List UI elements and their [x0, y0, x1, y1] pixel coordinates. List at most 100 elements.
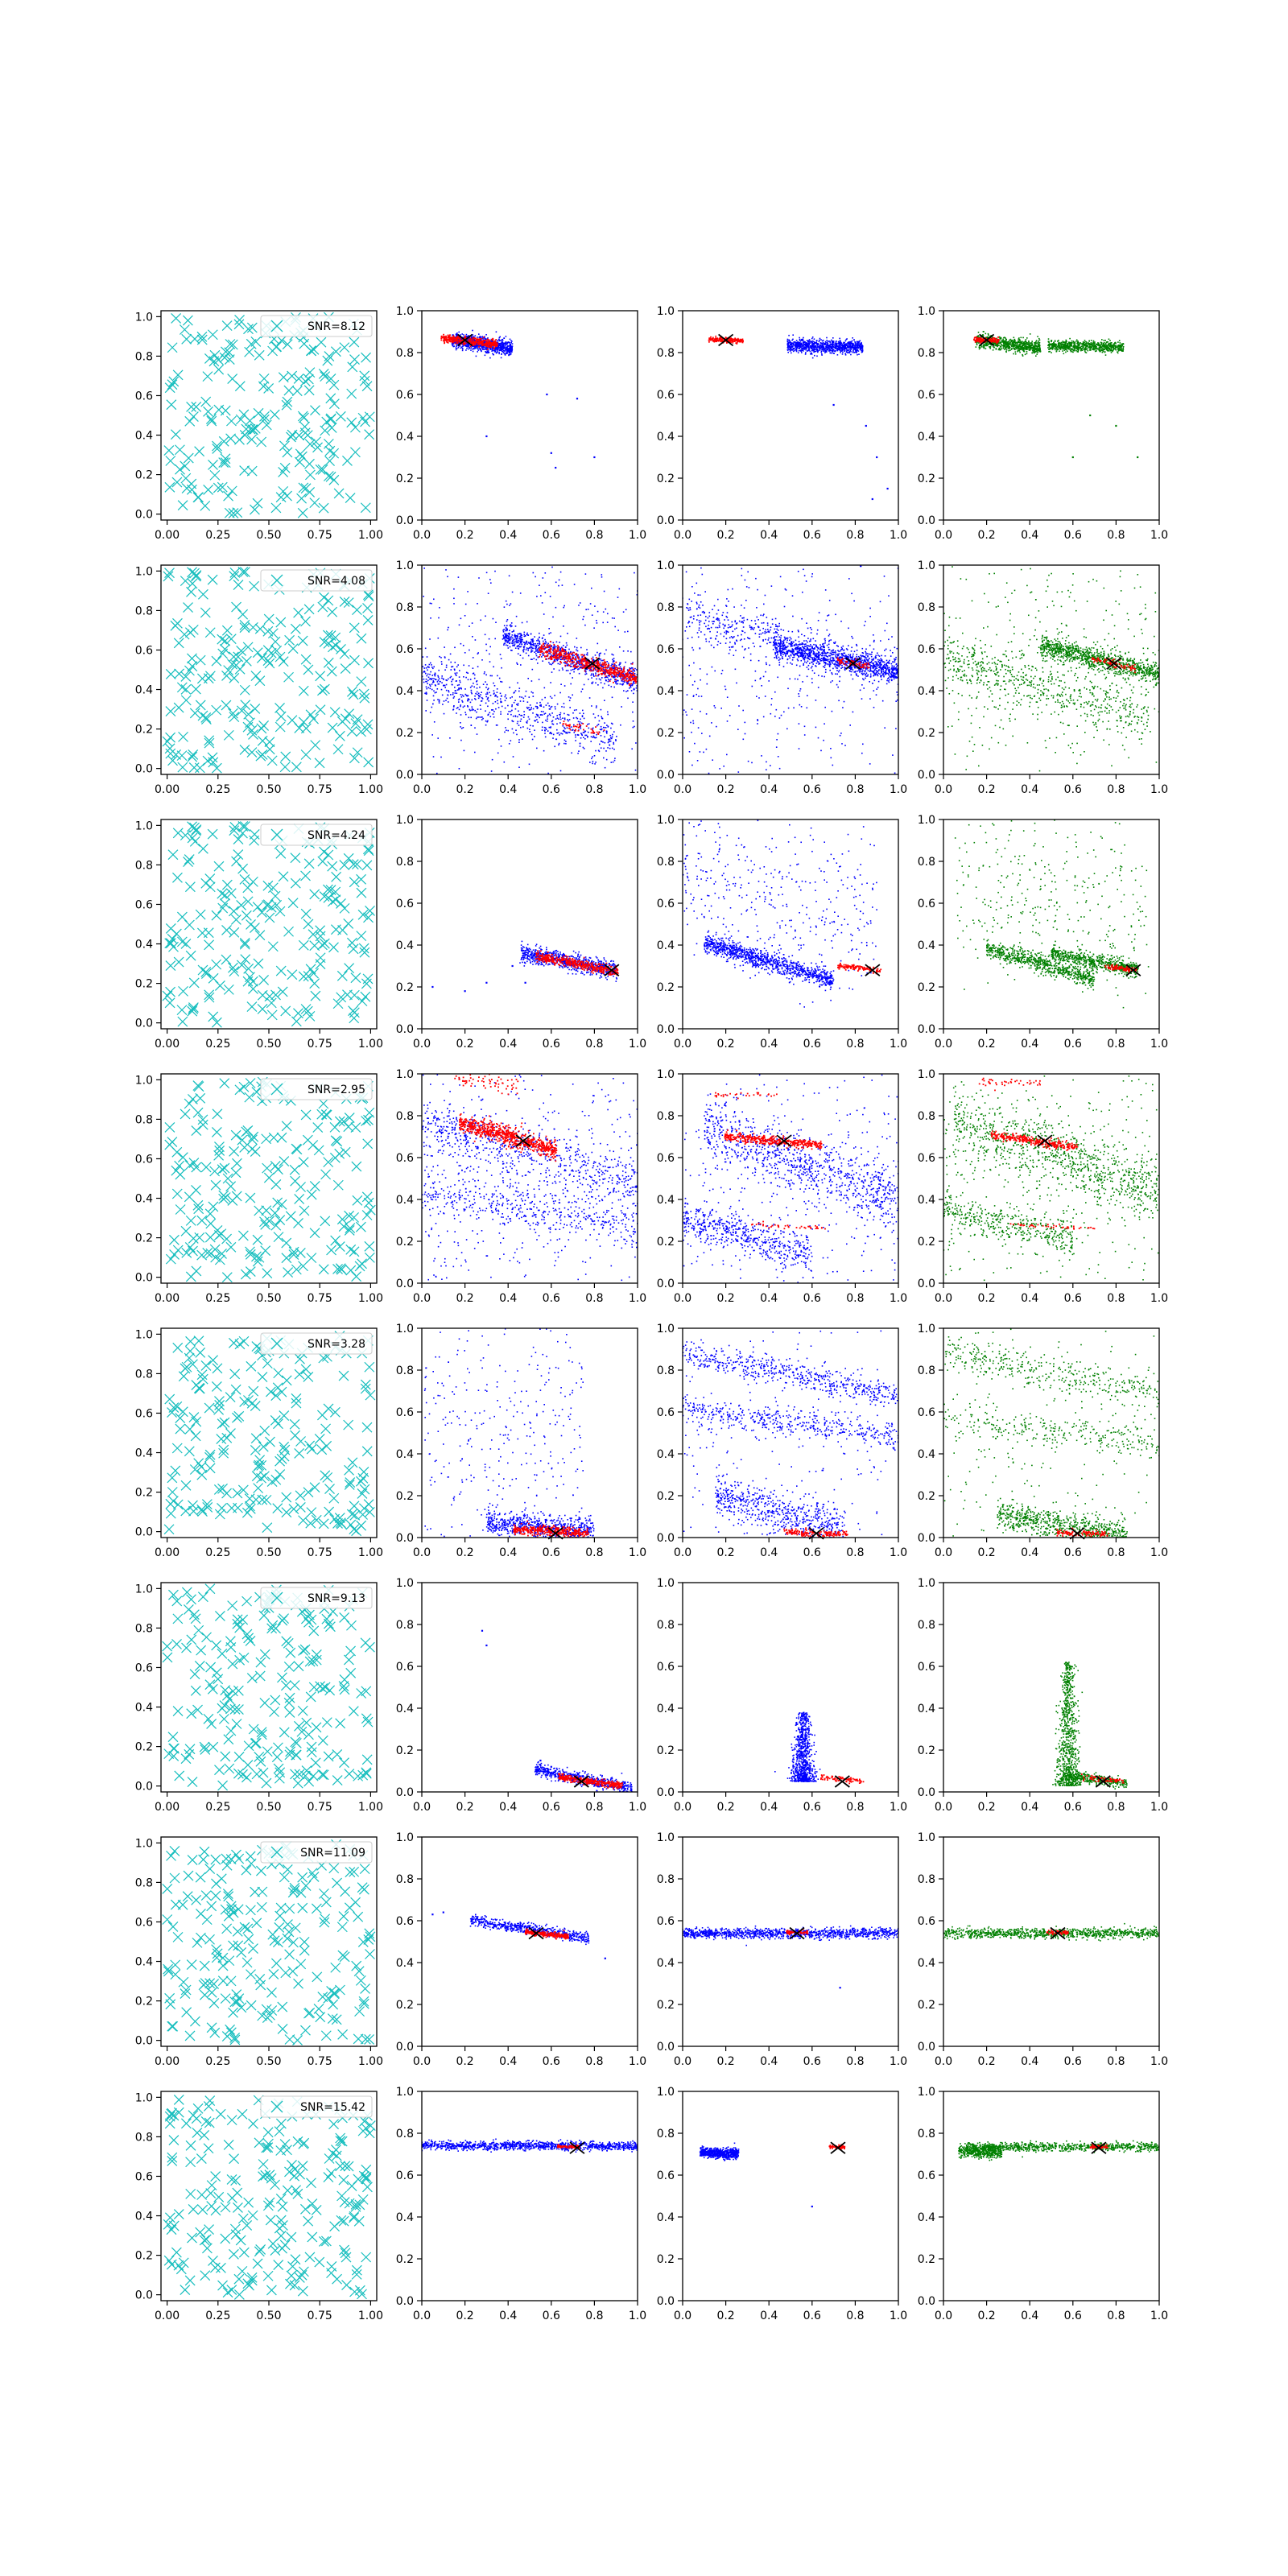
uniform-sample-marker	[275, 651, 286, 663]
x-tick-label: 0.4	[1021, 529, 1038, 542]
blue-sample-point	[535, 653, 537, 654]
green-sample-point	[1091, 345, 1092, 347]
x-tick-label: 0.00	[155, 783, 180, 796]
blue-sample-point	[798, 345, 799, 347]
red-sample-point	[471, 341, 473, 344]
green-sample-point	[1080, 342, 1082, 344]
red-sample-point	[713, 339, 716, 341]
uniform-sample-marker	[262, 645, 274, 656]
blue-sample-point	[787, 345, 790, 346]
uniform-sample-marker	[309, 497, 320, 509]
y-tick-label: 0.8	[135, 350, 153, 363]
green-sample-point	[1110, 347, 1113, 349]
blue-sample-point	[843, 345, 845, 346]
blue-sample-point	[853, 345, 856, 347]
red-sample-point	[487, 344, 489, 346]
green-sample-point	[1108, 348, 1110, 350]
uniform-sample-marker	[236, 645, 247, 656]
blue-sample-point	[632, 667, 634, 669]
red-sample-point	[725, 337, 728, 340]
blue-sample-point	[566, 660, 568, 663]
blue-sample-point	[840, 348, 841, 350]
red-sample-point	[735, 338, 737, 341]
blue-sample-point	[470, 347, 473, 349]
uniform-sample-marker	[182, 315, 193, 326]
blue-sample-point	[532, 638, 534, 640]
blue-sample-point	[791, 345, 792, 346]
green-sample-point	[1006, 345, 1008, 347]
blue-sample-point	[535, 650, 537, 652]
green-sample-point	[1003, 341, 1005, 342]
red-sample-point	[462, 339, 464, 341]
blue-sample-point	[465, 349, 467, 351]
blue-sample-point	[811, 357, 814, 359]
y-tick-label: 0.8	[918, 347, 935, 360]
blue-sample-point	[506, 642, 509, 644]
green-sample-point	[1003, 342, 1005, 345]
blue-sample-point	[521, 641, 523, 642]
green-sample-point	[1022, 345, 1023, 348]
blue-sample-point	[794, 348, 795, 349]
green-sample-point	[1031, 346, 1034, 349]
blue-sample-point	[854, 351, 857, 353]
blue-sample-point	[526, 641, 528, 643]
panel-r1-c0: 0.00 0.25 0.50 0.75 1.000.00.20.40.60.81.0SN…	[135, 564, 383, 796]
blue-sample-point	[452, 334, 454, 336]
green-sample-point	[1101, 351, 1104, 353]
uniform-sample-marker	[327, 606, 338, 617]
blue-sample-point	[828, 346, 830, 348]
uniform-sample-marker	[236, 705, 247, 716]
blue-sample-point	[510, 345, 512, 346]
green-sample-point	[1101, 347, 1104, 349]
blue-sample-point	[795, 349, 798, 351]
green-sample-point	[1019, 351, 1021, 353]
blue-sample-point	[580, 660, 581, 662]
blue-sample-point	[854, 345, 857, 346]
green-sample-point	[1076, 342, 1079, 344]
blue-sample-point	[502, 636, 505, 638]
blue-sample-point	[573, 668, 576, 671]
green-sample-point	[1060, 345, 1063, 348]
blue-sample-point	[510, 349, 512, 350]
green-sample-point	[1022, 344, 1024, 345]
blue-sample-point	[516, 646, 518, 647]
blue-sample-point	[805, 345, 807, 347]
red-sample-point	[996, 342, 998, 345]
blue-sample-point	[846, 349, 848, 351]
green-sample-point	[1101, 349, 1103, 351]
blue-sample-point	[563, 658, 564, 659]
blue-sample-point	[502, 338, 504, 341]
green-sample-point	[1074, 341, 1075, 344]
blue-sample-point	[824, 342, 827, 344]
blue-sample-point	[825, 348, 827, 349]
green-sample-point	[976, 336, 978, 337]
blue-sample-point	[511, 348, 513, 349]
red-sample-point	[449, 334, 451, 336]
green-sample-point	[1084, 347, 1087, 349]
blue-sample-point	[633, 692, 634, 695]
blue-sample-point	[600, 679, 601, 681]
blue-sample-point	[551, 655, 554, 658]
blue-sample-point	[507, 637, 509, 639]
red-sample-point	[482, 336, 485, 338]
blue-sample-point	[632, 671, 634, 673]
blue-sample-point	[472, 350, 474, 353]
green-sample-point	[1009, 344, 1012, 346]
green-sample-point	[1077, 341, 1079, 343]
uniform-sample-marker	[213, 364, 225, 375]
blue-sample-point	[630, 667, 633, 669]
blue-sample-point	[474, 345, 476, 348]
blue-sample-point	[572, 654, 574, 656]
red-sample-point	[452, 340, 453, 341]
blue-sample-point	[551, 654, 552, 656]
green-sample-point	[1055, 346, 1057, 349]
blue-sample-point	[520, 646, 522, 648]
blue-sample-point	[850, 349, 852, 350]
blue-sample-point	[572, 654, 573, 657]
blue-sample-point	[508, 638, 510, 639]
green-sample-point	[1013, 345, 1014, 347]
green-sample-point	[1088, 340, 1090, 342]
red-sample-point	[726, 341, 728, 343]
blue-sample-point	[615, 682, 617, 684]
blue-sample-point	[810, 341, 811, 342]
